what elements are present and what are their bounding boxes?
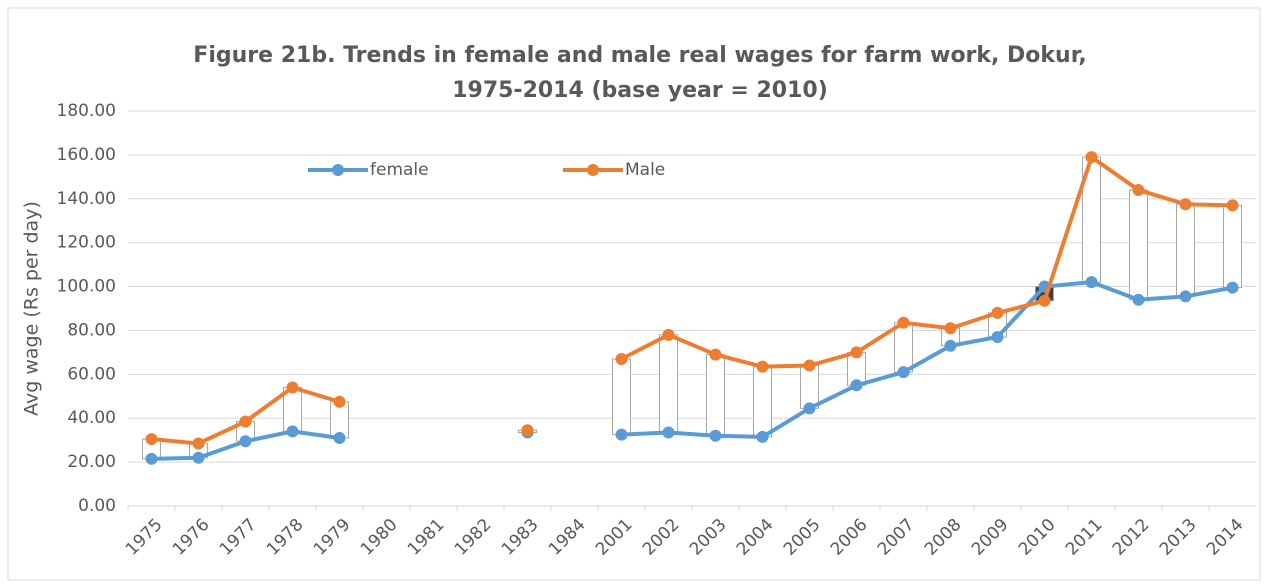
data-point: [1226, 199, 1239, 212]
data-point: [709, 348, 722, 361]
y-tick-label: 60.00: [67, 364, 116, 384]
y-axis-label: Avg wage (Rs per day): [21, 201, 43, 416]
legend-marker: [587, 164, 599, 176]
up-down-bar: [1223, 204, 1242, 289]
y-tick-label: 100.00: [57, 277, 116, 297]
data-point: [286, 425, 299, 438]
data-point: [662, 328, 675, 341]
y-tick-label: 80.00: [67, 320, 116, 340]
data-point: [615, 428, 628, 441]
up-down-bar: [753, 366, 772, 438]
data-point: [333, 431, 346, 444]
y-tick-label: 180.00: [57, 101, 116, 121]
data-point: [1038, 294, 1051, 307]
data-point: [897, 366, 910, 379]
data-point: [991, 306, 1004, 319]
data-point: [1226, 281, 1239, 294]
data-point: [1085, 276, 1098, 289]
data-point: [615, 352, 628, 365]
data-point: [286, 381, 299, 394]
data-point: [239, 415, 252, 428]
data-point: [991, 331, 1004, 344]
up-down-bar: [800, 365, 819, 409]
data-point: [850, 346, 863, 359]
up-down-bar: [1129, 189, 1148, 301]
legend-label: female: [370, 160, 429, 180]
y-tick-label: 0.00: [78, 496, 116, 516]
y-tick-label: 120.00: [57, 233, 116, 253]
data-point: [1085, 151, 1098, 164]
legend-label: Male: [625, 160, 665, 180]
data-point: [145, 452, 158, 465]
data-point: [709, 429, 722, 442]
data-point: [145, 433, 158, 446]
data-point: [803, 402, 816, 415]
data-point: [192, 437, 205, 450]
chart-title: Figure 21b. Trends in female and male re…: [193, 43, 1086, 68]
data-point: [850, 379, 863, 392]
y-tick-label: 20.00: [67, 452, 116, 472]
data-point: [897, 316, 910, 329]
up-down-bar: [894, 322, 913, 373]
data-point: [333, 395, 346, 408]
data-point: [756, 430, 769, 443]
data-point: [1132, 293, 1145, 306]
up-down-bar: [612, 358, 631, 436]
data-point: [1179, 290, 1192, 303]
up-down-bar: [659, 334, 678, 433]
data-point: [239, 435, 252, 448]
legend-marker: [332, 164, 344, 176]
data-point: [756, 360, 769, 373]
data-point: [944, 322, 957, 335]
data-point: [803, 359, 816, 372]
up-down-bar: [1176, 203, 1195, 297]
data-point: [662, 426, 675, 439]
data-point: [192, 451, 205, 464]
y-tick-label: 160.00: [57, 145, 116, 165]
y-tick-label: 140.00: [57, 189, 116, 209]
data-point: [1132, 184, 1145, 196]
chart-title: 1975-2014 (base year = 2010): [452, 78, 828, 103]
data-point: [521, 424, 534, 437]
up-down-bar: [706, 354, 725, 437]
y-tick-label: 40.00: [67, 408, 116, 428]
data-point: [1179, 198, 1192, 211]
data-point: [944, 339, 957, 352]
